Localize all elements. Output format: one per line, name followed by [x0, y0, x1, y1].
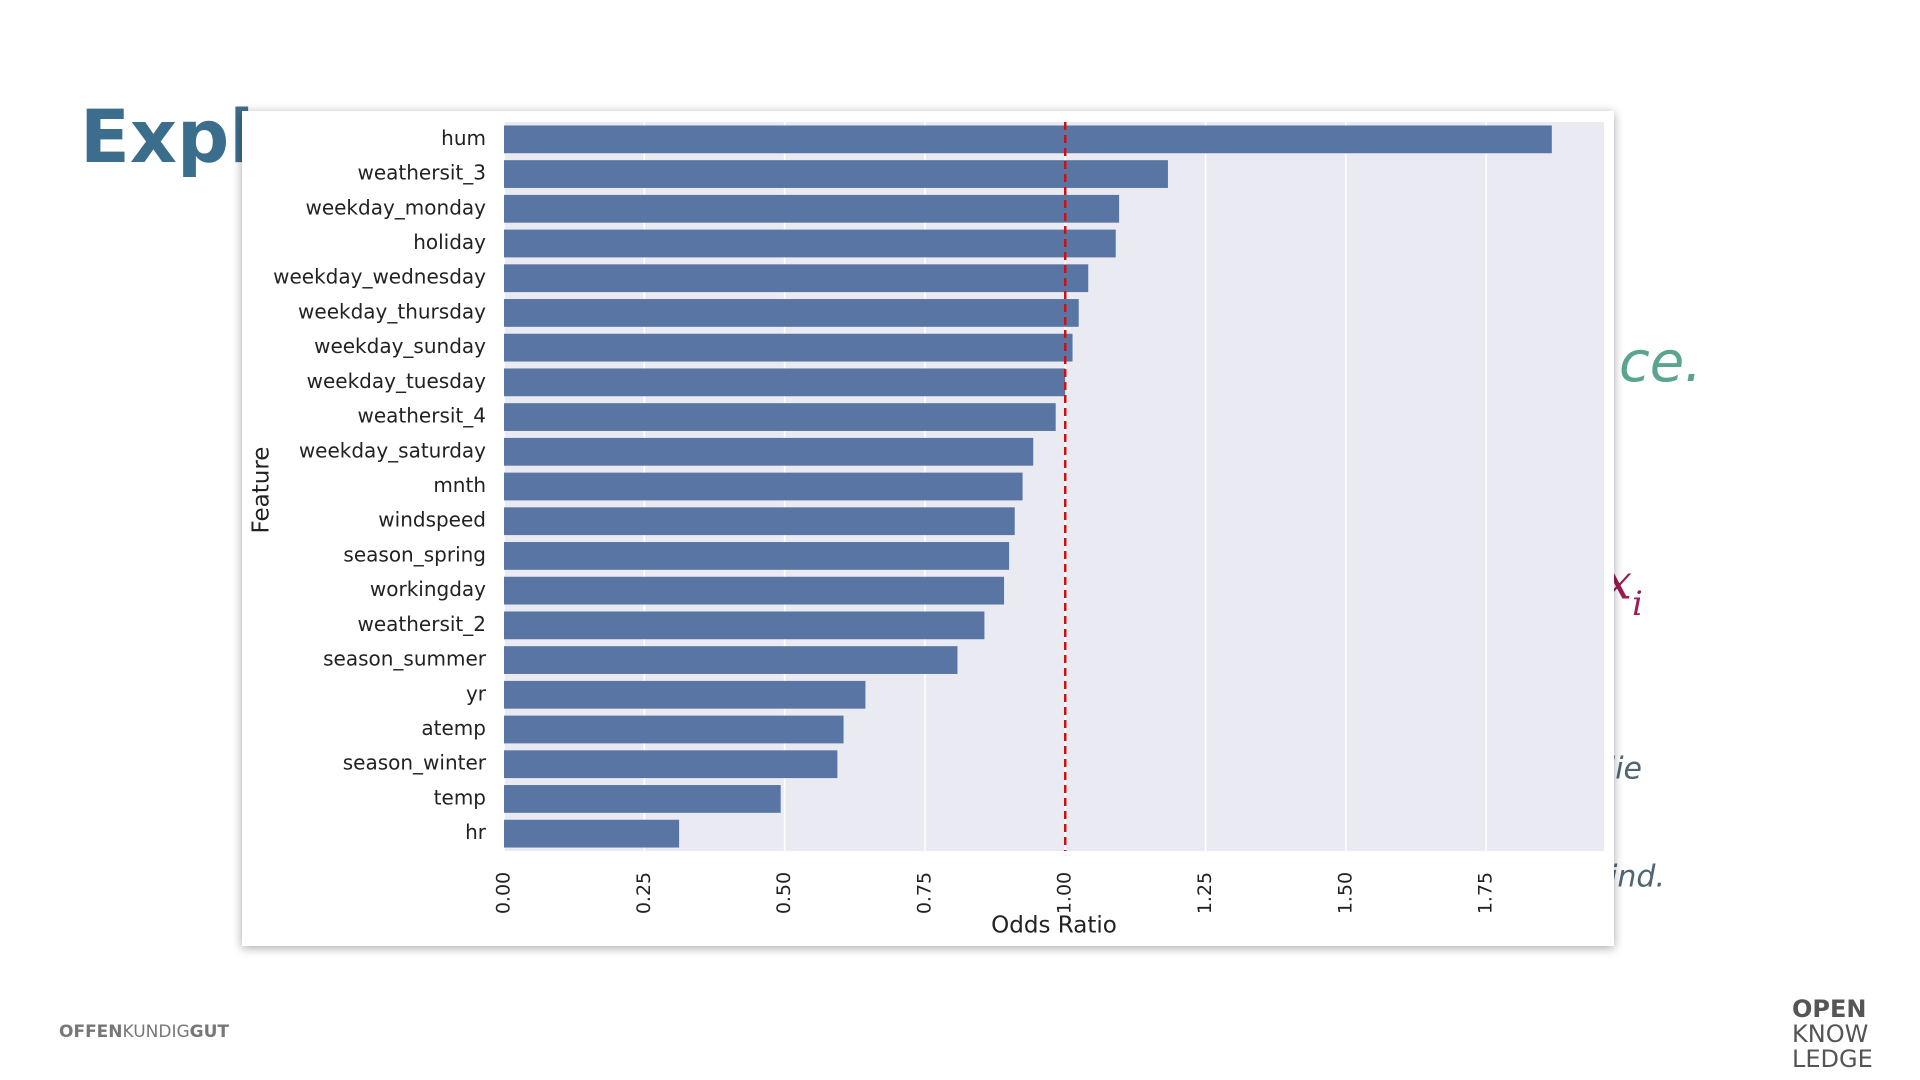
y-tick-label: season_summer	[323, 647, 487, 671]
y-tick-label: yr	[466, 681, 487, 705]
y-tick-label: weekday_monday	[305, 195, 486, 219]
bar	[504, 194, 1120, 223]
y-tick-label: weekday_saturday	[299, 438, 486, 462]
y-tick-label: workingday	[370, 577, 486, 601]
y-tick-label: weathersit_4	[357, 404, 486, 428]
x-tick-label: 0.25	[633, 872, 655, 914]
bar	[504, 646, 958, 674]
bar	[504, 437, 1034, 466]
y-tick-label: season_winter	[343, 751, 487, 775]
y-axis-label: Feature	[249, 447, 275, 534]
y-tick-label: holiday	[413, 230, 486, 254]
logo-line: OPEN	[1792, 995, 1866, 1023]
bar	[504, 125, 1552, 154]
bar	[504, 403, 1056, 431]
y-tick-label: season_spring	[343, 542, 486, 566]
bar	[504, 611, 985, 640]
logo-line: LEDGE	[1792, 1045, 1873, 1073]
y-tick-label: atemp	[421, 716, 486, 740]
footer-part: KUNDIG	[123, 1022, 190, 1042]
x-tick-label: 1.75	[1475, 872, 1497, 914]
y-tick-label: mnth	[433, 473, 486, 497]
bar	[504, 542, 1010, 570]
bar	[504, 299, 1079, 327]
bar	[504, 819, 680, 848]
bar	[504, 264, 1089, 293]
bar	[504, 333, 1073, 362]
y-tick-label: weathersit_2	[357, 612, 486, 636]
footer-part: GUT	[190, 1022, 230, 1042]
chart: 0.00 0.25 0.50 0.75 1.00 1.25 1.50 1.75 hum weath…	[249, 122, 1604, 939]
x-tick-label: 1.00	[1054, 872, 1076, 914]
bar	[504, 160, 1168, 188]
x-tick-label: 0.00	[493, 872, 515, 914]
y-tick-label: hr	[465, 820, 487, 844]
y-tick-label: weekday_thursday	[298, 299, 486, 323]
footer-brand: OFFENKUNDIGGUT	[59, 1022, 229, 1042]
x-tick-label: 1.50	[1334, 872, 1356, 914]
bar	[504, 368, 1066, 397]
y-tick-label: temp	[434, 785, 486, 809]
y-tick-label: weathersit_3	[357, 161, 486, 185]
bar	[504, 507, 1015, 536]
bar	[504, 680, 866, 709]
math-subscript: i	[1632, 584, 1643, 624]
x-axis-label: Odds Ratio	[991, 913, 1117, 939]
footer-part: OFFEN	[59, 1022, 123, 1042]
x-tick-label: 0.75	[913, 872, 935, 914]
bar	[504, 472, 1023, 501]
y-tick-label: hum	[441, 126, 486, 150]
bar	[504, 576, 1005, 605]
bar	[504, 715, 844, 744]
y-tick-label: weekday_sunday	[314, 334, 486, 358]
bar	[504, 750, 838, 779]
text-fragment: ce.	[1619, 330, 1702, 395]
x-tick-label: 1.25	[1194, 872, 1216, 914]
y-tick-label: weekday_tuesday	[307, 369, 487, 393]
logo-line: KNOW	[1792, 1020, 1868, 1048]
x-tick-label: 0.50	[773, 872, 795, 914]
y-tick-label: windspeed	[378, 508, 486, 532]
bar	[504, 785, 781, 813]
text-fragment: ind.	[1609, 860, 1665, 895]
y-tick-label: weekday_wednesday	[273, 265, 486, 289]
bar	[504, 229, 1116, 258]
